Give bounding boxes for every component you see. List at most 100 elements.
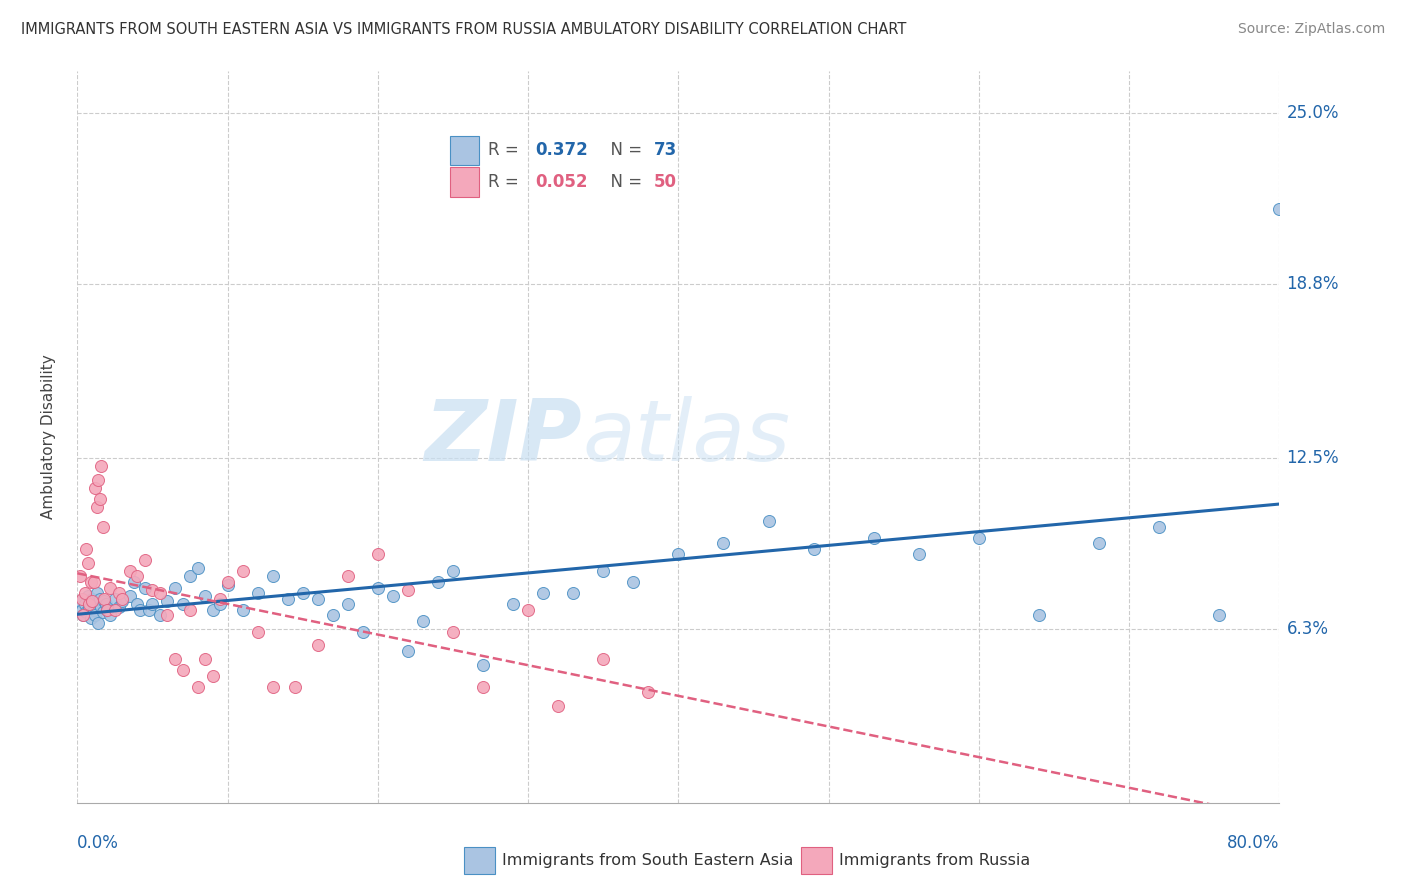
Point xyxy=(127,597,149,611)
Text: 12.5%: 12.5% xyxy=(1286,449,1339,467)
Point xyxy=(80,574,103,589)
Point xyxy=(291,586,314,600)
Y-axis label: Ambulatory Disability: Ambulatory Disability xyxy=(42,355,56,519)
Point xyxy=(86,586,108,600)
Point xyxy=(246,624,269,639)
Point xyxy=(713,536,735,550)
Point xyxy=(163,581,186,595)
Point xyxy=(118,589,141,603)
Point xyxy=(149,586,172,600)
Point xyxy=(90,458,112,473)
Point xyxy=(93,591,115,606)
Point xyxy=(1208,608,1230,623)
Point xyxy=(277,591,299,606)
Point xyxy=(758,514,780,528)
Text: ZIP: ZIP xyxy=(425,395,582,479)
Point xyxy=(72,608,94,623)
Point xyxy=(79,599,101,614)
Point xyxy=(336,597,359,611)
Point xyxy=(96,602,118,616)
Point xyxy=(862,531,884,545)
Point xyxy=(134,581,156,595)
Point xyxy=(93,594,115,608)
Point xyxy=(1268,202,1291,217)
Point xyxy=(621,574,644,589)
Text: 0.372: 0.372 xyxy=(536,142,588,160)
Point xyxy=(87,473,110,487)
Point xyxy=(76,556,98,570)
Point xyxy=(592,564,614,578)
Point xyxy=(803,541,825,556)
Point xyxy=(217,578,239,592)
Point xyxy=(201,602,224,616)
Text: IMMIGRANTS FROM SOUTH EASTERN ASIA VS IMMIGRANTS FROM RUSSIA AMBULATORY DISABILI: IMMIGRANTS FROM SOUTH EASTERN ASIA VS IM… xyxy=(21,22,907,37)
Point xyxy=(156,594,179,608)
Point xyxy=(111,591,134,606)
Point xyxy=(127,569,149,583)
Point xyxy=(1028,608,1050,623)
Point xyxy=(86,500,108,515)
Point xyxy=(124,574,146,589)
Point xyxy=(75,605,97,619)
Point xyxy=(441,564,464,578)
Point xyxy=(262,569,284,583)
Point xyxy=(141,597,163,611)
Text: atlas: atlas xyxy=(582,395,790,479)
Point xyxy=(381,589,404,603)
Point xyxy=(179,602,201,616)
Point xyxy=(531,586,554,600)
Point xyxy=(96,602,118,616)
Point xyxy=(80,611,103,625)
Point xyxy=(209,597,232,611)
Point xyxy=(396,644,419,658)
Point xyxy=(69,569,91,583)
Point xyxy=(84,481,107,495)
Point xyxy=(336,569,359,583)
Point xyxy=(69,594,91,608)
Text: N =: N = xyxy=(600,142,648,160)
Point xyxy=(83,574,105,589)
Text: Immigrants from Russia: Immigrants from Russia xyxy=(839,854,1031,868)
FancyBboxPatch shape xyxy=(450,167,479,196)
Point xyxy=(232,564,254,578)
Point xyxy=(412,614,434,628)
Point xyxy=(79,597,101,611)
Point xyxy=(104,602,127,616)
Point xyxy=(172,663,194,677)
Point xyxy=(104,591,127,606)
Point xyxy=(246,586,269,600)
Point xyxy=(517,602,540,616)
Point xyxy=(908,548,931,562)
Point xyxy=(217,574,239,589)
Point xyxy=(89,591,111,606)
Point xyxy=(1149,520,1171,534)
Point xyxy=(367,581,389,595)
Point xyxy=(352,624,374,639)
Point xyxy=(141,583,163,598)
Point xyxy=(307,639,329,653)
Point xyxy=(82,594,104,608)
Point xyxy=(134,553,156,567)
Point xyxy=(172,597,194,611)
Text: N =: N = xyxy=(600,173,648,191)
Point xyxy=(441,624,464,639)
Point xyxy=(70,602,93,616)
Point xyxy=(186,561,209,575)
Point xyxy=(84,608,107,623)
Point xyxy=(70,591,93,606)
Point xyxy=(262,680,284,694)
Point xyxy=(100,608,122,623)
Point xyxy=(108,586,131,600)
Text: 25.0%: 25.0% xyxy=(1286,103,1339,122)
Point xyxy=(87,616,110,631)
Point xyxy=(322,608,344,623)
Point xyxy=(1088,536,1111,550)
Text: 6.3%: 6.3% xyxy=(1286,620,1329,638)
FancyBboxPatch shape xyxy=(450,136,479,165)
Point xyxy=(201,669,224,683)
Point xyxy=(668,548,690,562)
Text: 18.8%: 18.8% xyxy=(1286,275,1339,293)
Point xyxy=(547,699,569,714)
Point xyxy=(472,680,495,694)
Point xyxy=(89,492,111,507)
